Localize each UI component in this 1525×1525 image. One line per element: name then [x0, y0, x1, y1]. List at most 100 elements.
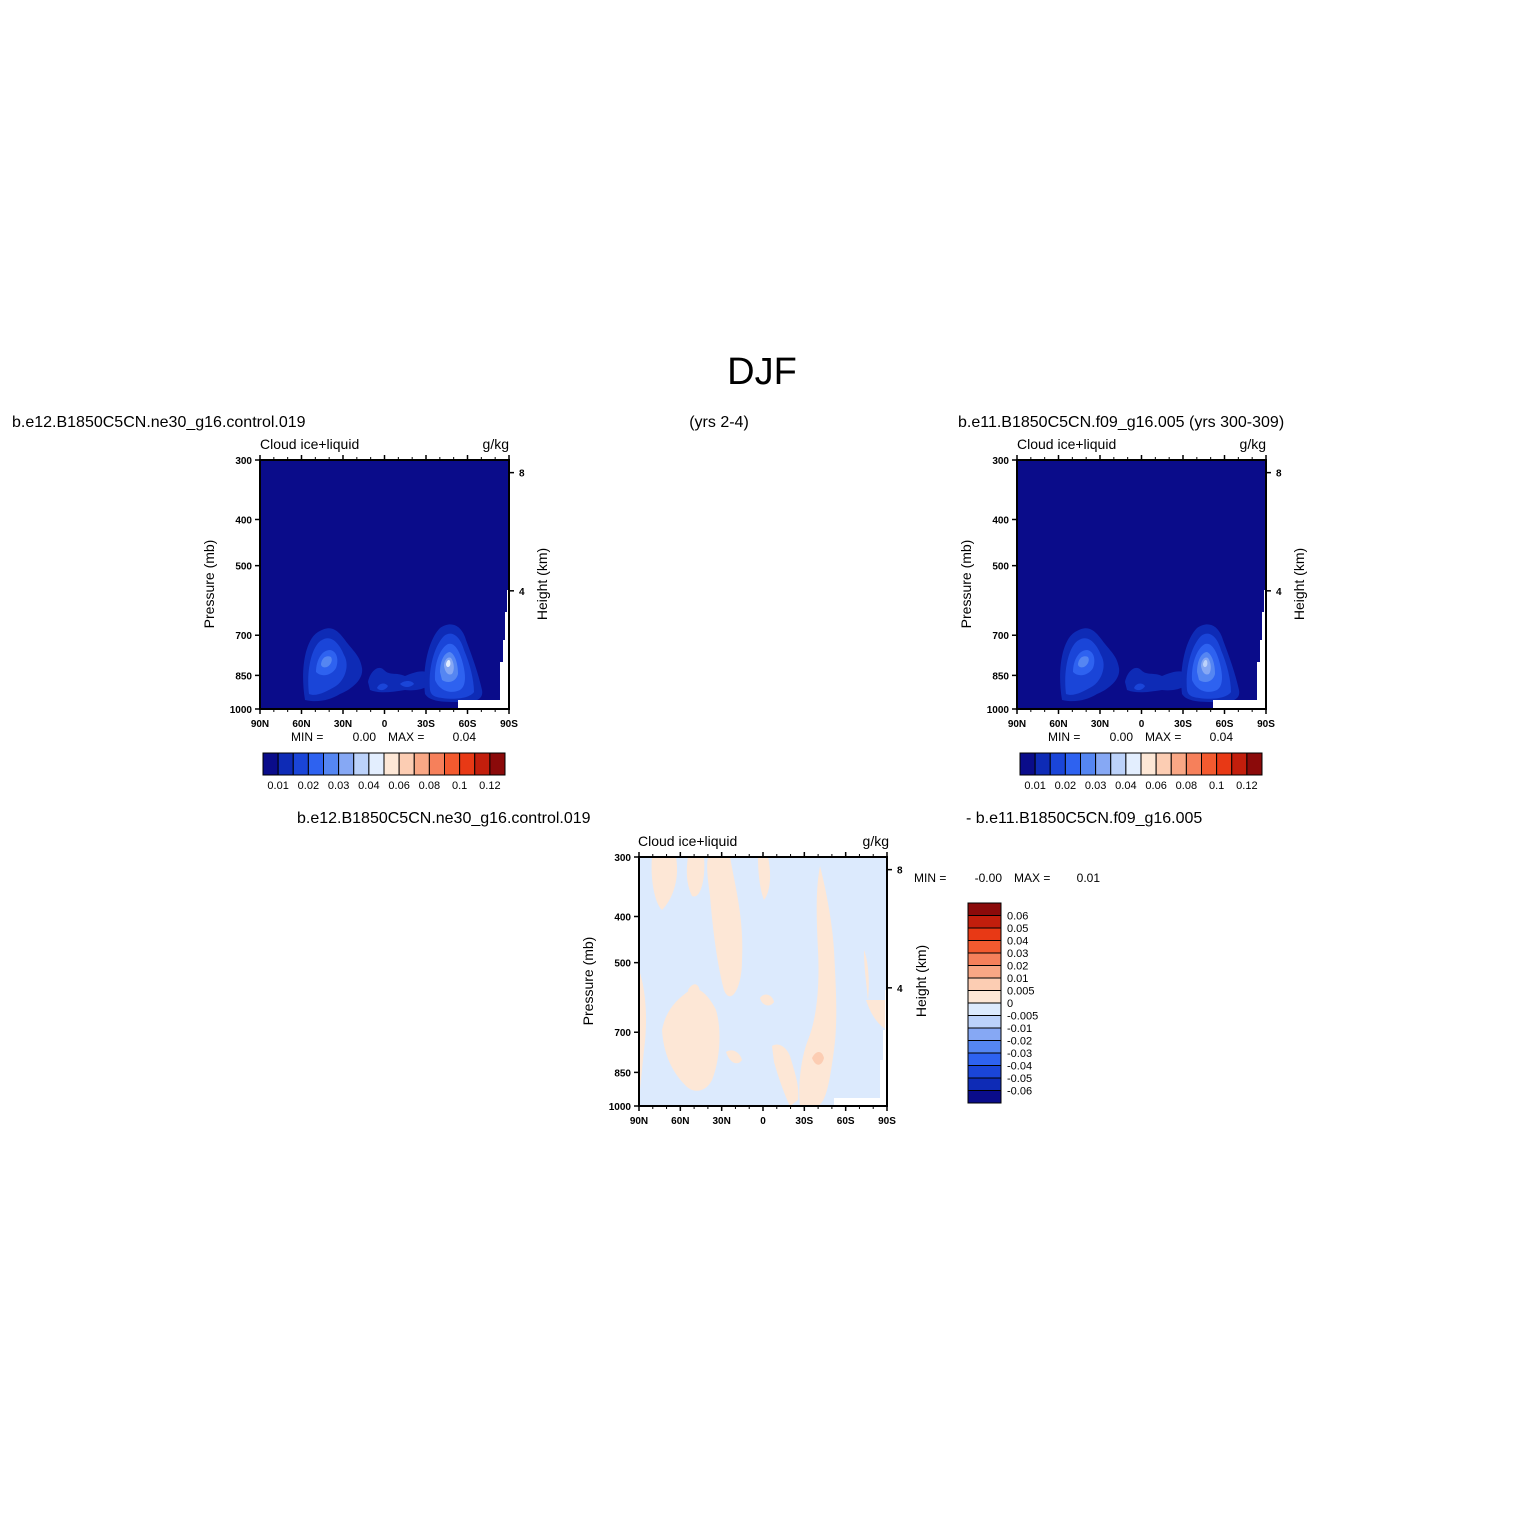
colorbar-box	[967, 1052, 1002, 1066]
colorbar-label: 0.12	[1236, 780, 1257, 792]
y-tick-label: 700	[992, 631, 1009, 642]
diff-case2-header: - b.e11.B1850C5CN.f09_g16.005	[966, 810, 1202, 827]
panel-case1-max-value: 0.04	[453, 730, 477, 744]
colorbar-box	[338, 752, 355, 776]
y-tick-label: 300	[992, 456, 1009, 467]
colorbar-label: -0.05	[1007, 1073, 1032, 1085]
x-tick-label: 30S	[1174, 719, 1192, 730]
colorbar-box	[277, 752, 294, 776]
colorbar-box	[474, 752, 491, 776]
case2-header: b.e11.B1850C5CN.f09_g16.005 (yrs 300-309…	[958, 414, 1284, 431]
panel-case1-axes: 90N 60N 30N 0 30S 60S 90S 300 400 500 700 850 1000 8 4	[230, 455, 525, 730]
colorbar-label: 0.06	[1007, 911, 1028, 923]
x-tick-label: 60N	[671, 1116, 689, 1127]
x-tick-label: 0	[382, 719, 388, 730]
x-tick-label: 90S	[878, 1116, 896, 1127]
y-right-tick-label: 4	[519, 587, 525, 598]
colorbar-box	[489, 752, 506, 776]
colorbar-box	[967, 990, 1002, 1004]
x-tick-label: 90N	[251, 719, 269, 730]
colorbar-label: 0.03	[1007, 948, 1028, 960]
x-tick-label: 90S	[1257, 719, 1275, 730]
panel-case1-ylabel: Pressure (mb)	[201, 540, 217, 629]
colorbar-box	[444, 752, 461, 776]
x-tick-label: 30N	[1091, 719, 1109, 730]
colorbar-label: -0.02	[1007, 1036, 1032, 1048]
colorbar-box	[967, 1090, 1002, 1104]
colorbar-box	[967, 902, 1002, 916]
panel-case1-field	[260, 460, 509, 709]
colorbar-label: 0.04	[358, 780, 379, 792]
colorbar-label: 0.08	[1176, 780, 1197, 792]
y-tick-label: 300	[614, 853, 631, 864]
colorbar-label: 0	[1007, 998, 1013, 1010]
y-tick-label: 400	[235, 515, 252, 526]
panel-case2-max-label: MAX =	[1145, 730, 1181, 744]
years1-header: (yrs 2-4)	[689, 414, 749, 431]
colorbar-label: -0.01	[1007, 1023, 1032, 1035]
colorbar-box	[398, 752, 415, 776]
panel-case2-colorbar: 0.01 0.02 0.03 0.04 0.06 0.08 0.1 0.12	[1019, 752, 1263, 792]
colorbar-box	[967, 977, 1002, 991]
colorbar-box	[262, 752, 279, 776]
panel-case2-axes: 90N 60N 30N 0 30S 60S 90S 300 400 500 700 850 1000 8 4	[987, 455, 1282, 730]
panel-case1-max-label: MAX =	[388, 730, 424, 744]
panel-case1-units: g/kg	[483, 436, 509, 452]
colorbar-label: 0.1	[1209, 780, 1224, 792]
y-tick-label: 850	[235, 671, 252, 682]
colorbar-label: 0.03	[328, 780, 349, 792]
x-tick-label: 30S	[795, 1116, 813, 1127]
panel-case1-colorbar: 0.01 0.02 0.03 0.04 0.06 0.08 0.1 0.12	[262, 752, 506, 792]
colorbar-box	[1246, 752, 1263, 776]
colorbar-box	[967, 940, 1002, 954]
y-tick-label: 300	[235, 456, 252, 467]
colorbar-box	[1140, 752, 1157, 776]
panel-diff-max-label: MAX =	[1014, 871, 1050, 885]
colorbar-label: 0.01	[1024, 780, 1045, 792]
panel-diff-min-value: -0.00	[975, 871, 1003, 885]
colorbar-label: -0.06	[1007, 1086, 1032, 1098]
y-tick-label: 700	[235, 631, 252, 642]
colorbar-label: -0.03	[1007, 1048, 1032, 1060]
colorbar-box	[292, 752, 309, 776]
x-tick-label: 0	[1139, 719, 1145, 730]
colorbar-label: 0.005	[1007, 986, 1035, 998]
panel-case2-title: Cloud ice+liquid	[1017, 436, 1116, 452]
y-tick-label: 400	[614, 912, 631, 923]
panel-case1-min-value: 0.00	[353, 730, 377, 744]
panel-diff-min-label: MIN =	[914, 871, 946, 885]
colorbar-box	[1170, 752, 1187, 776]
colorbar-label: 0.02	[1007, 961, 1028, 973]
colorbar-box	[1216, 752, 1233, 776]
x-tick-label: 90N	[630, 1116, 648, 1127]
colorbar-box	[967, 1015, 1002, 1029]
y-right-tick-label: 8	[897, 866, 903, 877]
y-tick-label: 850	[992, 671, 1009, 682]
colorbar-label: -0.04	[1007, 1061, 1032, 1073]
y-tick-label: 1000	[987, 705, 1010, 716]
panel-diff-ylabel-right: Height (km)	[913, 945, 929, 1017]
colorbar-box	[967, 1040, 1002, 1054]
panel-case1: Cloud ice+liquid g/kg 90N 60N 30N 0 30S 60S 90…	[201, 436, 550, 792]
colorbar-label: 0.04	[1007, 936, 1028, 948]
season-title: DJF	[727, 351, 797, 393]
colorbar-box	[967, 965, 1002, 979]
colorbar-box	[967, 915, 1002, 929]
panel-case2-ylabel-right: Height (km)	[1291, 548, 1307, 620]
panel-case2-min-value: 0.00	[1110, 730, 1134, 744]
x-tick-label: 90S	[500, 719, 518, 730]
colorbar-box	[1095, 752, 1112, 776]
colorbar-label: 0.01	[267, 780, 288, 792]
colorbar-box	[1080, 752, 1097, 776]
colorbar-box	[1125, 752, 1142, 776]
panel-diff-title: Cloud ice+liquid	[638, 833, 737, 849]
panel-case1-ylabel-right: Height (km)	[534, 548, 550, 620]
x-tick-label: 30N	[712, 1116, 730, 1127]
panel-diff-units: g/kg	[863, 833, 889, 849]
y-tick-label: 850	[614, 1068, 631, 1079]
panel-case2-max-value: 0.04	[1210, 730, 1234, 744]
case1-header: b.e12.B1850C5CN.ne30_g16.control.019	[12, 414, 306, 431]
colorbar-label: 0.06	[1145, 780, 1166, 792]
colorbar-box	[459, 752, 476, 776]
